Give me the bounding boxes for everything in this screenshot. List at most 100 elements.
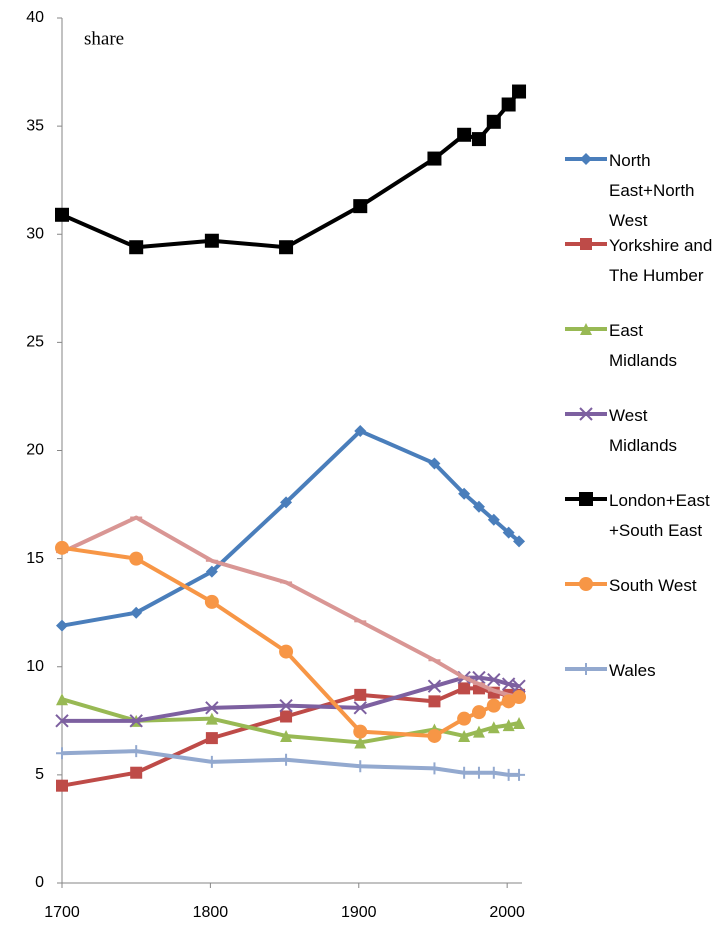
marker <box>427 728 442 743</box>
marker <box>487 766 500 779</box>
y-tick-label: 5 <box>35 766 44 783</box>
marker <box>354 688 367 701</box>
marker <box>580 323 592 335</box>
legend-item: Yorkshire and The Humber <box>560 231 720 311</box>
marker <box>428 762 441 775</box>
marker <box>56 747 68 760</box>
marker <box>580 663 592 675</box>
marker <box>579 577 593 591</box>
marker <box>428 695 441 708</box>
legend-label: Wales <box>609 661 656 680</box>
marker <box>458 766 471 779</box>
marker <box>472 500 485 513</box>
annotation: share <box>84 28 124 49</box>
legend-label: Yorkshire and The Humber <box>609 236 713 285</box>
marker <box>353 701 367 715</box>
marker <box>501 677 516 691</box>
marker <box>428 457 441 470</box>
marker <box>579 407 593 421</box>
y-tick-label: 15 <box>26 550 44 567</box>
marker <box>354 425 367 438</box>
x-tick-label: 1900 <box>341 904 377 921</box>
marker <box>427 679 442 693</box>
marker <box>427 151 442 166</box>
y-tick-label: 30 <box>26 225 44 242</box>
legend-label: West Midlands <box>609 406 678 455</box>
marker <box>486 114 501 129</box>
marker <box>353 199 368 214</box>
marker <box>513 768 526 781</box>
marker <box>279 698 293 713</box>
marker <box>512 690 527 705</box>
marker <box>280 729 293 742</box>
legend-item: North East+North West <box>560 146 720 230</box>
chart: share 0 5 10 15 20 25 30 35 40 1700 1800 1900 2000 <box>26 9 527 921</box>
y-tick-label: 10 <box>26 658 44 675</box>
marker <box>55 714 69 728</box>
marker <box>580 153 592 165</box>
marker <box>354 736 367 749</box>
marker <box>205 755 218 768</box>
y-tick-label: 40 <box>26 9 44 26</box>
y-tick-label: 35 <box>26 117 44 134</box>
marker <box>205 712 218 725</box>
marker <box>204 233 219 248</box>
marker <box>580 238 592 250</box>
legend-swatch <box>565 407 607 421</box>
marker <box>487 673 501 687</box>
marker <box>502 768 515 781</box>
marker <box>457 127 472 142</box>
marker <box>130 745 143 758</box>
x-tick-label: 1700 <box>44 904 80 921</box>
marker <box>205 732 218 745</box>
marker <box>56 619 68 632</box>
y-tick-label: 25 <box>26 334 44 351</box>
marker <box>279 644 294 659</box>
marker <box>55 540 69 555</box>
marker <box>487 513 500 526</box>
marker <box>502 719 515 732</box>
legend-swatch <box>565 153 607 165</box>
marker <box>130 606 143 619</box>
legend-label: North East+North West <box>609 151 695 230</box>
marker <box>486 698 501 713</box>
marker <box>204 594 219 609</box>
marker <box>579 492 593 506</box>
series-line <box>61 429 521 628</box>
marker <box>472 725 485 738</box>
marker <box>472 766 485 779</box>
marker <box>354 760 367 773</box>
legend-swatch <box>565 238 607 250</box>
marker <box>471 705 486 720</box>
marker <box>487 721 500 734</box>
marker <box>353 724 368 739</box>
marker <box>56 779 68 792</box>
marker <box>280 710 293 723</box>
marker <box>457 711 472 726</box>
series-line <box>61 515 520 699</box>
y-tick-label: 0 <box>35 874 44 891</box>
marker <box>130 766 143 779</box>
legend-item: East Midlands <box>560 316 720 396</box>
legend-swatch <box>565 663 607 675</box>
legend-item: Wales <box>560 656 720 736</box>
marker <box>279 240 294 255</box>
legend-item: West Midlands <box>560 401 720 481</box>
legend-swatch <box>565 577 607 591</box>
marker <box>129 714 143 728</box>
marker <box>512 84 527 99</box>
series-line <box>61 90 521 250</box>
marker <box>205 565 218 578</box>
legend-label: East Midlands <box>609 321 678 370</box>
legend-swatch <box>565 492 607 506</box>
marker <box>512 679 526 693</box>
marker <box>502 526 515 539</box>
marker <box>129 551 144 566</box>
marker <box>205 701 219 715</box>
marker <box>458 682 471 695</box>
legend-item: London+East +South East <box>560 486 720 566</box>
marker <box>56 693 68 706</box>
marker <box>280 496 293 509</box>
marker <box>55 207 69 222</box>
